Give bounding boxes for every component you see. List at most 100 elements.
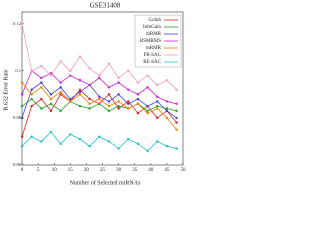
x-tick-label: 25: [100, 168, 106, 173]
data-point: [59, 90, 62, 94]
data-point: [117, 100, 120, 103]
data-point: [146, 149, 149, 153]
data-point: [117, 107, 120, 110]
data-point: [156, 95, 159, 98]
data-point: [127, 88, 130, 91]
x-tick-label: 10: [52, 168, 58, 173]
data-point: [98, 102, 101, 106]
y-tick-label: 0.12: [13, 21, 21, 26]
legend-label: InfoGain: [143, 25, 162, 30]
data-point: [30, 135, 33, 138]
data-point: [88, 83, 91, 87]
data-point: [20, 104, 24, 108]
data-point: [136, 102, 140, 106]
data-point: [156, 116, 159, 120]
data-point: [175, 128, 178, 131]
data-point: [175, 102, 178, 106]
data-point: [127, 137, 130, 141]
data-point: [146, 74, 149, 77]
data-point: [30, 104, 33, 108]
y-tick-label: 0.08: [13, 115, 22, 120]
y-tick-label: 0.06: [13, 162, 22, 167]
x-tick-label: 35: [132, 168, 138, 173]
data-point: [30, 93, 33, 96]
data-point: [78, 90, 82, 94]
data-point: [78, 88, 82, 91]
data-point: [165, 109, 169, 113]
data-point: [88, 67, 91, 70]
data-point: [69, 74, 72, 77]
data-point: [98, 76, 101, 80]
x-tick-label: 20: [84, 168, 90, 173]
data-point: [40, 76, 43, 80]
data-point: [117, 76, 120, 80]
series-line: [21, 131, 177, 152]
y-tick-label: 0.1: [15, 68, 21, 73]
data-point: [49, 74, 53, 77]
chart-title: GSE31408: [90, 2, 121, 10]
data-point: [127, 100, 130, 103]
data-point: [20, 116, 24, 120]
data-point: [146, 112, 149, 115]
data-point: [156, 83, 159, 87]
data-point: [98, 95, 101, 98]
data-point: [156, 100, 159, 103]
data-point: [136, 81, 140, 84]
data-point: [20, 93, 24, 96]
data-point: [165, 107, 169, 110]
data-point: [136, 97, 140, 101]
data-point: [20, 135, 24, 138]
data-point: [40, 140, 43, 143]
data-point: [88, 102, 91, 106]
data-point: [146, 109, 149, 113]
data-point: [30, 69, 33, 73]
data-point: [127, 102, 130, 106]
data-point: [69, 69, 72, 73]
data-point: [20, 81, 24, 84]
legend-label: mRMR: [146, 32, 162, 37]
data-point: [117, 93, 120, 96]
x-tick-label: 40: [148, 168, 154, 173]
data-point: [127, 69, 130, 73]
x-tick-label: 30: [116, 168, 122, 173]
data-point: [117, 81, 120, 84]
data-point: [146, 104, 149, 108]
data-point: [156, 104, 159, 108]
data-point: [165, 100, 169, 103]
data-point: [175, 109, 178, 113]
data-point: [175, 147, 178, 150]
data-point: [40, 107, 43, 110]
data-point: [107, 93, 111, 96]
series-line: [21, 82, 177, 130]
data-point: [30, 88, 33, 91]
x-tick-label: 15: [68, 168, 74, 173]
data-point: [107, 62, 111, 65]
data-point: [136, 142, 140, 146]
data-point: [30, 97, 33, 101]
data-point: [175, 88, 178, 91]
data-point: [40, 64, 43, 68]
data-point: [165, 79, 169, 82]
x-tick-label: 5: [37, 168, 40, 173]
data-point: [175, 121, 178, 124]
data-point: [78, 93, 82, 96]
data-point: [127, 107, 130, 110]
data-point: [49, 109, 53, 113]
data-point: [165, 144, 169, 148]
data-point: [59, 81, 62, 84]
data-point: [20, 144, 24, 148]
data-point: [78, 79, 82, 82]
data-point: [175, 116, 178, 120]
data-point: [165, 116, 169, 120]
x-tick-label: 50: [181, 168, 187, 173]
data-point: [69, 97, 72, 101]
data-point: [59, 93, 62, 96]
data-point: [78, 137, 82, 141]
x-axis-label: Number of Selected miRNAs: [70, 179, 141, 186]
data-point: [59, 142, 62, 146]
x-tick-label: 0: [21, 168, 24, 173]
data-point: [40, 97, 43, 101]
data-point: [156, 140, 159, 143]
data-point: [98, 74, 101, 77]
data-point: [98, 135, 101, 138]
